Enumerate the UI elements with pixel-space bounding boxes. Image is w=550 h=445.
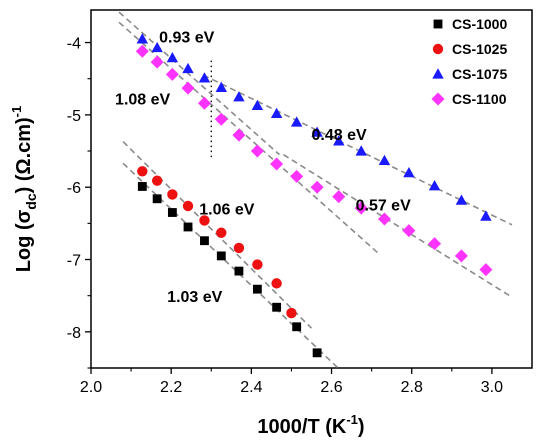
- y-tick-label: -6: [67, 180, 81, 197]
- data-point: [332, 190, 346, 204]
- data-point: [135, 44, 149, 58]
- legend-marker: [431, 92, 445, 106]
- series-cs-1000: [137, 182, 322, 358]
- data-point: [271, 278, 282, 289]
- legend: CS-1000 CS-1025 CS-1075 CS-1100: [431, 16, 507, 107]
- data-point: [333, 135, 345, 146]
- data-point: [479, 263, 493, 277]
- data-point: [136, 33, 149, 44]
- data-point: [215, 81, 228, 92]
- data-point: [252, 284, 262, 294]
- x-tick-label: 2.0: [80, 379, 102, 396]
- legend-label: CS-1075: [452, 66, 507, 82]
- data-point: [270, 107, 283, 118]
- legend-label: CS-1100: [452, 91, 507, 107]
- fit-line: [118, 21, 381, 256]
- legend-label: CS-1000: [452, 16, 507, 32]
- y-tick-label: -5: [67, 108, 81, 125]
- data-point: [428, 237, 442, 251]
- x-tick-label: 2.8: [401, 379, 423, 396]
- data-point: [183, 222, 193, 232]
- data-point: [214, 112, 228, 126]
- data-point: [290, 116, 303, 127]
- data-point: [250, 144, 264, 158]
- data-point: [311, 126, 323, 137]
- data-point: [197, 96, 211, 110]
- data-point: [312, 348, 322, 358]
- data-point: [480, 210, 492, 221]
- legend-marker: [432, 43, 444, 55]
- fit-line: [122, 162, 340, 368]
- data-point: [310, 180, 324, 194]
- data-point: [152, 194, 162, 204]
- data-point: [272, 302, 282, 312]
- data-point: [150, 55, 164, 69]
- legend-marker: [433, 19, 443, 29]
- data-point: [402, 224, 416, 238]
- data-point: [182, 62, 194, 74]
- series-cs-1025: [137, 166, 297, 319]
- data-point: [252, 259, 263, 270]
- activation-energy-label: 1.08 eV: [115, 92, 170, 109]
- data-point: [165, 67, 179, 81]
- legend-label: CS-1025: [452, 41, 507, 57]
- data-point: [137, 166, 148, 177]
- data-point: [182, 200, 194, 212]
- data-point: [233, 242, 245, 254]
- data-point: [151, 41, 163, 53]
- data-point: [199, 215, 210, 226]
- data-point: [286, 307, 297, 319]
- x-axis: 2.0 2.2 2.4 2.6 2.8 3.0: [80, 368, 503, 396]
- series-cs-1075: [136, 33, 492, 221]
- data-point: [216, 227, 227, 238]
- fit-line: [118, 11, 280, 156]
- y-axis-title: Log (σdc) (Ω.cm)-1: [9, 106, 39, 273]
- activation-energy-label: 1.03 eV: [167, 289, 222, 306]
- x-axis-title: 1000/T (K-1): [257, 412, 364, 438]
- activation-energy-label: 1.06 eV: [199, 202, 254, 219]
- data-point: [233, 91, 245, 102]
- data-point: [166, 52, 179, 63]
- x-tick-label: 2.2: [160, 379, 182, 396]
- data-point: [378, 154, 391, 166]
- data-point: [198, 72, 211, 83]
- data-point: [292, 322, 302, 332]
- data-point: [455, 194, 468, 205]
- y-tick-label: -8: [67, 325, 81, 342]
- y-tick-label: -7: [67, 253, 81, 270]
- data-point: [181, 81, 195, 95]
- activation-energy-label: 0.93 eV: [159, 30, 214, 47]
- activation-energy-label: 0.57 eV: [356, 197, 411, 214]
- activation-energy-label: 0.48 eV: [312, 127, 367, 144]
- data-point: [354, 201, 368, 215]
- x-tick-label: 3.0: [481, 379, 503, 396]
- data-point: [355, 145, 367, 156]
- y-tick-label: -4: [67, 36, 81, 53]
- fit-line: [283, 153, 513, 298]
- data-point: [151, 175, 163, 186]
- data-point: [290, 169, 304, 183]
- data-point: [137, 182, 147, 191]
- data-point: [232, 128, 246, 142]
- data-point: [428, 180, 441, 191]
- data-point: [454, 249, 468, 263]
- data-point: [251, 99, 264, 111]
- legend-marker: [432, 68, 444, 79]
- y-axis: -4 -5 -6 -7 -8: [67, 36, 91, 369]
- x-tick-label: 2.4: [240, 379, 262, 396]
- data-point: [403, 167, 415, 178]
- data-point: [234, 266, 244, 276]
- data-point: [167, 208, 177, 217]
- x-tick-label: 2.6: [320, 379, 342, 396]
- plot-frame: [90, 9, 533, 369]
- data-point: [216, 251, 226, 261]
- series-cs-1100: [135, 44, 493, 277]
- data-point: [167, 189, 178, 200]
- data-point: [200, 236, 209, 246]
- data-point: [270, 157, 284, 171]
- annotations: 0.93 eV 1.08 eV 0.48 eV 0.57 eV 1.06 eV 1.03 …: [115, 30, 411, 307]
- data-points: [135, 33, 493, 358]
- data-point: [377, 212, 391, 226]
